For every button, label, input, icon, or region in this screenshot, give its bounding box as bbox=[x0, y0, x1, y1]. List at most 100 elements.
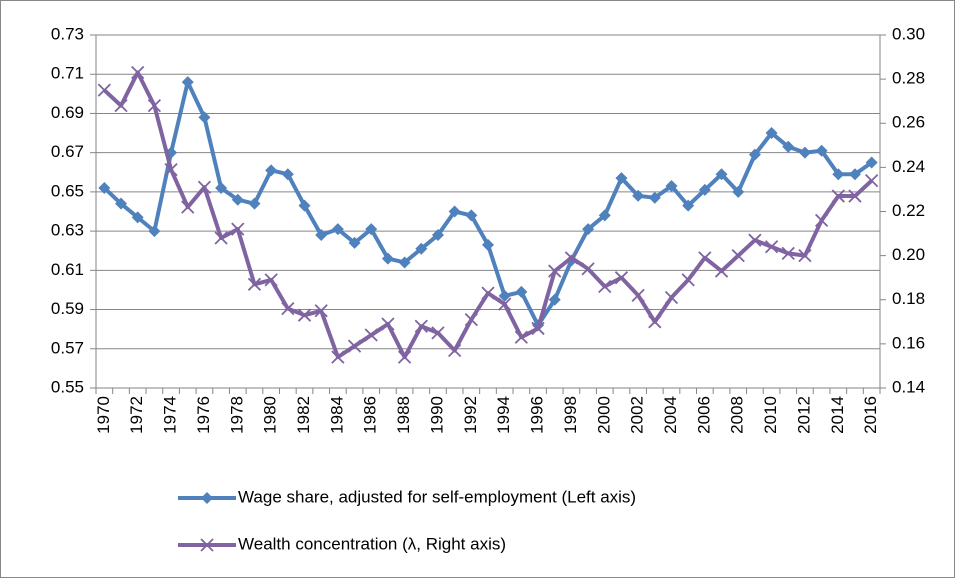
data-point bbox=[698, 183, 711, 196]
x-tick-label: 2000 bbox=[594, 396, 613, 434]
data-point bbox=[131, 211, 144, 224]
y2-tick-label: 0.28 bbox=[892, 69, 925, 88]
data-point bbox=[298, 199, 311, 212]
legend-marker bbox=[201, 492, 213, 504]
data-point bbox=[147, 98, 162, 113]
data-point bbox=[715, 168, 728, 181]
data-point bbox=[665, 180, 678, 193]
x-tick-label: 1996 bbox=[528, 396, 547, 434]
data-point bbox=[515, 285, 528, 298]
data-point bbox=[798, 248, 812, 263]
x-tick-label: 2012 bbox=[794, 396, 813, 434]
data-point bbox=[331, 223, 344, 236]
x-tick-label: 2010 bbox=[761, 396, 780, 434]
data-point bbox=[514, 330, 528, 344]
y-tick-label: 0.61 bbox=[51, 260, 84, 279]
y-tick-label: 0.69 bbox=[51, 103, 84, 122]
data-point bbox=[814, 213, 829, 227]
y2-tick-label: 0.14 bbox=[892, 377, 925, 396]
y2-tick-label: 0.22 bbox=[892, 201, 925, 220]
y-tick-label: 0.57 bbox=[51, 338, 84, 357]
data-point bbox=[848, 168, 861, 181]
data-point bbox=[498, 297, 512, 311]
data-point bbox=[548, 264, 562, 278]
x-tick-label: 2014 bbox=[828, 396, 847, 434]
data-point bbox=[632, 189, 645, 202]
x-tick-label: 2016 bbox=[861, 396, 880, 434]
y2-tick-label: 0.16 bbox=[892, 333, 925, 352]
y-tick-label: 0.67 bbox=[51, 142, 84, 161]
data-point bbox=[197, 180, 212, 194]
data-point bbox=[631, 288, 645, 302]
x-tick-label: 1980 bbox=[261, 396, 280, 434]
data-point bbox=[664, 290, 679, 305]
data-point bbox=[431, 229, 444, 242]
data-point bbox=[115, 197, 128, 210]
x-tick-label: 1982 bbox=[294, 396, 313, 434]
x-tick-label: 1998 bbox=[561, 396, 580, 434]
data-point bbox=[714, 264, 729, 278]
data-point bbox=[431, 326, 445, 340]
data-point bbox=[481, 286, 495, 300]
data-point bbox=[131, 65, 145, 80]
data-point bbox=[798, 146, 811, 159]
data-point bbox=[331, 350, 345, 364]
data-point bbox=[397, 350, 412, 364]
x-tick-label: 1970 bbox=[94, 396, 113, 434]
y2-tick-label: 0.20 bbox=[892, 245, 925, 264]
data-point bbox=[648, 191, 661, 204]
data-point bbox=[164, 162, 178, 177]
data-point bbox=[365, 223, 378, 236]
x-tick-label: 1978 bbox=[227, 396, 246, 434]
data-point bbox=[414, 319, 428, 333]
x-tick-label: 1976 bbox=[194, 396, 213, 434]
data-point bbox=[398, 256, 411, 269]
data-point bbox=[448, 343, 462, 358]
y-tick-label: 0.65 bbox=[51, 181, 84, 200]
x-tick-label: 1984 bbox=[327, 396, 346, 434]
data-point bbox=[215, 181, 228, 194]
data-point bbox=[681, 273, 695, 287]
data-point bbox=[731, 248, 745, 263]
y-tick-label: 0.71 bbox=[51, 64, 84, 83]
data-point bbox=[865, 156, 878, 169]
x-tick-label: 2004 bbox=[661, 396, 680, 434]
data-point bbox=[614, 271, 629, 285]
data-point bbox=[465, 209, 478, 222]
data-point bbox=[765, 127, 778, 140]
y2-tick-label: 0.26 bbox=[892, 113, 925, 132]
data-point bbox=[114, 98, 128, 113]
data-point bbox=[448, 205, 461, 218]
data-point bbox=[148, 225, 161, 238]
data-point bbox=[482, 238, 494, 251]
data-point bbox=[97, 83, 111, 97]
y2-tick-label: 0.18 bbox=[892, 289, 925, 308]
data-point bbox=[214, 231, 228, 245]
data-point bbox=[281, 168, 294, 181]
data-point bbox=[498, 289, 511, 302]
data-point bbox=[832, 168, 845, 181]
data-point bbox=[764, 240, 779, 254]
y-tick-label: 0.59 bbox=[51, 299, 84, 318]
y-tick-label: 0.55 bbox=[51, 377, 84, 396]
data-point bbox=[248, 197, 261, 210]
y2-tick-label: 0.30 bbox=[892, 24, 925, 43]
data-point bbox=[815, 144, 828, 157]
legend-label: Wealth concentration (λ, Right axis) bbox=[238, 534, 506, 553]
x-tick-label: 2006 bbox=[694, 396, 713, 434]
y-tick-label: 0.73 bbox=[51, 24, 84, 43]
data-point bbox=[381, 317, 395, 331]
x-tick-label: 1986 bbox=[361, 396, 380, 434]
data-point bbox=[781, 246, 795, 261]
data-point bbox=[582, 223, 595, 236]
x-tick-label: 1990 bbox=[427, 396, 446, 434]
data-point bbox=[198, 111, 211, 124]
data-point bbox=[381, 252, 394, 265]
y2-tick-label: 0.24 bbox=[892, 157, 925, 176]
x-tick-label: 1988 bbox=[394, 396, 413, 434]
data-point bbox=[865, 173, 879, 188]
data-point bbox=[247, 277, 262, 291]
data-point bbox=[564, 251, 579, 265]
data-point bbox=[531, 321, 545, 336]
